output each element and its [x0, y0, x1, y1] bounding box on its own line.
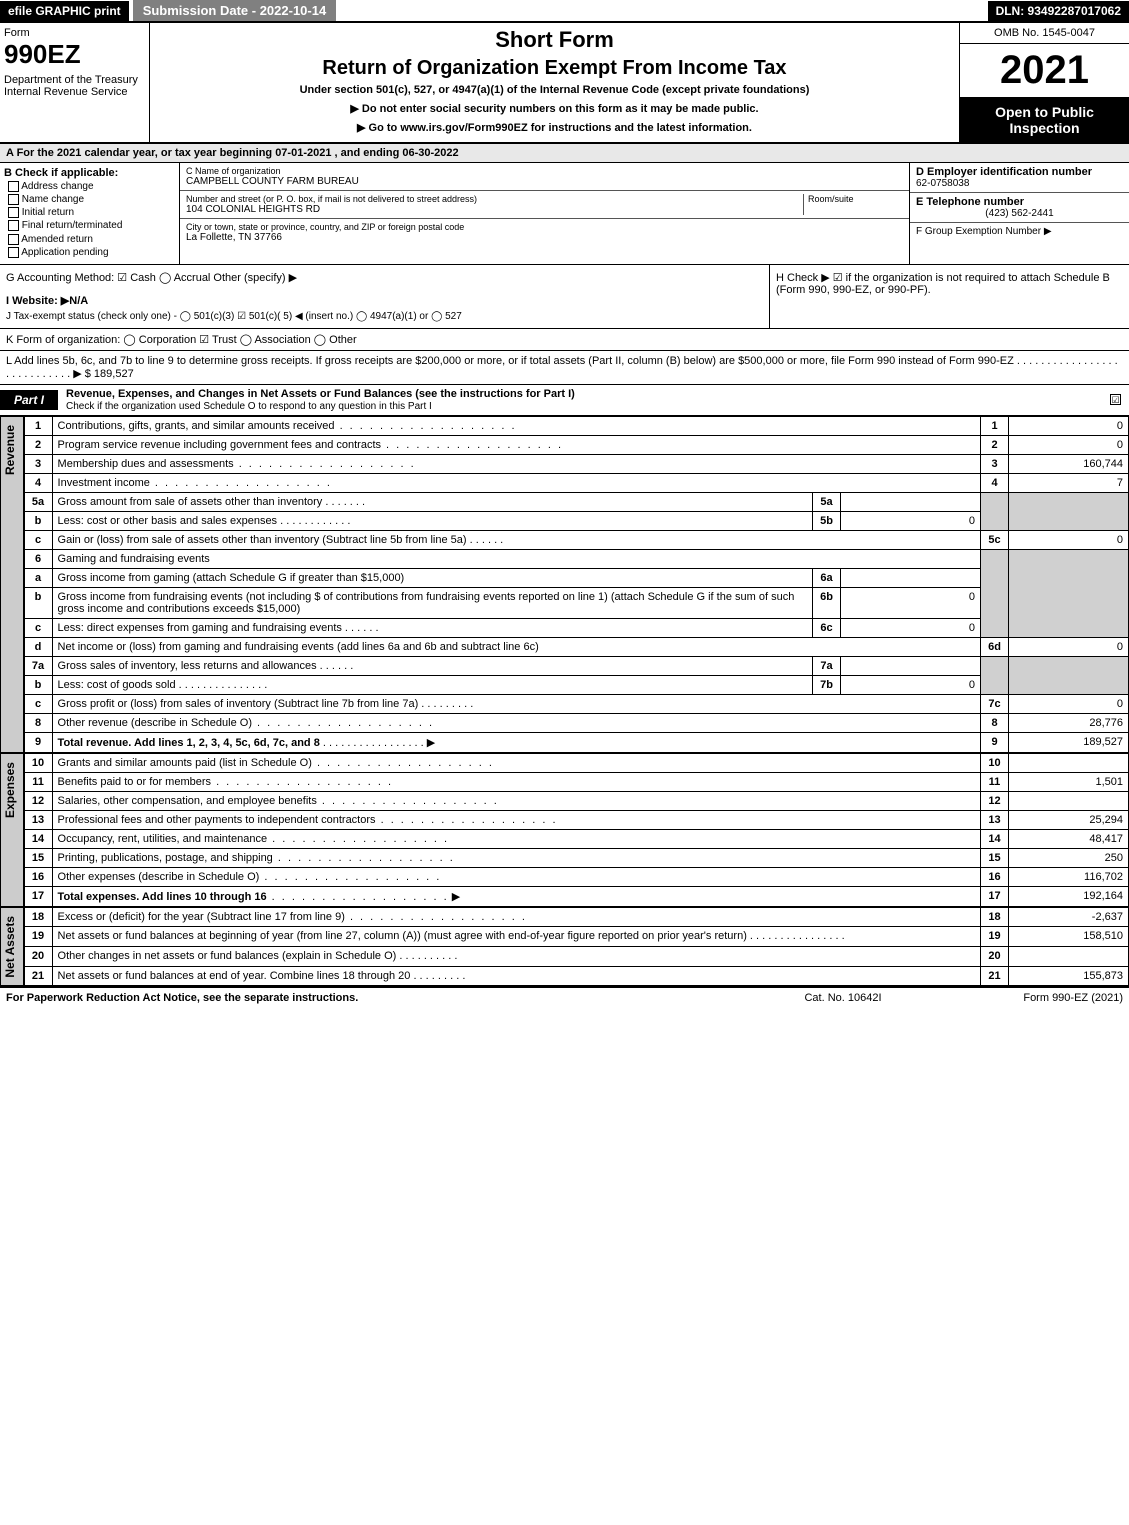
row-18: 18Excess or (deficit) for the year (Subt… — [24, 907, 1128, 927]
col-c-org: C Name of organization CAMPBELL COUNTY F… — [180, 163, 909, 264]
row-2: 2Program service revenue including gover… — [24, 435, 1128, 454]
cb-amended-return[interactable]: Amended return — [8, 234, 175, 245]
dept: Department of the Treasury Internal Reve… — [4, 74, 145, 98]
title-under: Under section 501(c), 527, or 4947(a)(1)… — [158, 84, 951, 96]
gh-row: G Accounting Method: ☑ Cash ◯ Accrual Ot… — [0, 265, 1129, 329]
form-number: 990EZ — [4, 39, 145, 70]
row-16: 16Other expenses (describe in Schedule O… — [24, 867, 1128, 886]
netassets-section: Net Assets 18Excess or (deficit) for the… — [0, 907, 1129, 987]
revenue-section: Revenue 1Contributions, gifts, grants, a… — [0, 416, 1129, 753]
part1-checkbox[interactable]: ☑ — [1102, 391, 1129, 409]
efile-print-button[interactable]: efile GRAPHIC print — [0, 1, 129, 21]
netassets-tab: Net Assets — [0, 907, 24, 987]
line-g: G Accounting Method: ☑ Cash ◯ Accrual Ot… — [6, 271, 763, 284]
col-d-ids: D Employer identification number 62-0758… — [909, 163, 1129, 264]
f-group-exemption: F Group Exemption Number ▶ — [916, 226, 1123, 237]
row-6: 6Gaming and fundraising events — [24, 549, 1128, 568]
goto-link[interactable]: ▶ Go to www.irs.gov/Form990EZ for instru… — [158, 121, 951, 134]
form-header: Form 990EZ Department of the Treasury In… — [0, 23, 1129, 144]
row-9: 9Total revenue. Add lines 1, 2, 3, 4, 5c… — [24, 732, 1128, 752]
row-17: 17Total expenses. Add lines 10 through 1… — [24, 886, 1128, 906]
row-3: 3Membership dues and assessments3160,744 — [24, 454, 1128, 473]
title-short-form: Short Form — [158, 27, 951, 53]
row-1: 1Contributions, gifts, grants, and simil… — [24, 416, 1128, 435]
expenses-tab: Expenses — [0, 753, 24, 907]
cb-final-return[interactable]: Final return/terminated — [8, 220, 175, 231]
e-phone-label: E Telephone number — [916, 196, 1123, 208]
row-19: 19Net assets or fund balances at beginni… — [24, 927, 1128, 947]
part1-sub: Check if the organization used Schedule … — [66, 401, 432, 412]
phone: (423) 562-2441 — [916, 208, 1123, 219]
c-city-label: City or town, state or province, country… — [186, 222, 903, 232]
footer-cat: Cat. No. 10642I — [743, 992, 943, 1004]
d-ein-label: D Employer identification number — [916, 166, 1123, 178]
row-6b: bGross income from fundraising events (n… — [24, 587, 1128, 618]
title-return: Return of Organization Exempt From Incom… — [158, 57, 951, 80]
submission-date: Submission Date - 2022-10-14 — [133, 0, 337, 21]
part1-tab: Part I — [0, 390, 58, 410]
line-k: K Form of organization: ◯ Corporation ☑ … — [0, 329, 1129, 351]
row-6d: dNet income or (loss) from gaming and fu… — [24, 637, 1128, 656]
expenses-section: Expenses 10Grants and similar amounts pa… — [0, 753, 1129, 907]
c-room-label: Room/suite — [808, 194, 903, 204]
cb-application-pending[interactable]: Application pending — [8, 247, 175, 258]
open-to-public: Open to Public Inspection — [960, 98, 1129, 142]
row-13: 13Professional fees and other payments t… — [24, 810, 1128, 829]
b-heading: B Check if applicable: — [4, 167, 118, 179]
part1-title: Revenue, Expenses, and Changes in Net As… — [66, 388, 575, 400]
row-5b: bLess: cost or other basis and sales exp… — [24, 511, 1128, 530]
cb-name-change[interactable]: Name change — [8, 194, 175, 205]
row-15: 15Printing, publications, postage, and s… — [24, 848, 1128, 867]
row-20: 20Other changes in net assets or fund ba… — [24, 947, 1128, 967]
row-5c: cGain or (loss) from sale of assets othe… — [24, 530, 1128, 549]
info-grid: B Check if applicable: Address change Na… — [0, 163, 1129, 265]
top-bar: efile GRAPHIC print Submission Date - 20… — [0, 0, 1129, 23]
row-7c: cGross profit or (loss) from sales of in… — [24, 694, 1128, 713]
cb-address-change[interactable]: Address change — [8, 181, 175, 192]
line-h: H Check ▶ ☑ if the organization is not r… — [769, 265, 1129, 328]
row-7b: bLess: cost of goods sold . . . . . . . … — [24, 675, 1128, 694]
footer: For Paperwork Reduction Act Notice, see … — [0, 986, 1129, 1008]
c-name-label: C Name of organization — [186, 166, 903, 176]
netassets-table: 18Excess or (deficit) for the year (Subt… — [24, 907, 1129, 987]
header-right: OMB No. 1545-0047 2021 Open to Public In… — [959, 23, 1129, 142]
row-6c: cLess: direct expenses from gaming and f… — [24, 618, 1128, 637]
ein: 62-0758038 — [916, 178, 1123, 189]
form-word: Form — [4, 27, 145, 39]
row-10: 10Grants and similar amounts paid (list … — [24, 753, 1128, 772]
row-8: 8Other revenue (describe in Schedule O)8… — [24, 713, 1128, 732]
org-city: La Follette, TN 37766 — [186, 232, 903, 243]
row-12: 12Salaries, other compensation, and empl… — [24, 791, 1128, 810]
row-5a: 5aGross amount from sale of assets other… — [24, 492, 1128, 511]
footer-left: For Paperwork Reduction Act Notice, see … — [6, 992, 743, 1004]
cb-initial-return[interactable]: Initial return — [8, 207, 175, 218]
revenue-tab: Revenue — [0, 416, 24, 753]
header-left: Form 990EZ Department of the Treasury In… — [0, 23, 150, 142]
part1-header: Part I Revenue, Expenses, and Changes in… — [0, 385, 1129, 416]
c-addr-label: Number and street (or P. O. box, if mail… — [186, 194, 803, 204]
omb-number: OMB No. 1545-0047 — [960, 23, 1129, 44]
row-6a: aGross income from gaming (attach Schedu… — [24, 568, 1128, 587]
header-mid: Short Form Return of Organization Exempt… — [150, 23, 959, 142]
revenue-table: 1Contributions, gifts, grants, and simil… — [24, 416, 1129, 753]
org-address: 104 COLONIAL HEIGHTS RD — [186, 204, 803, 215]
row-4: 4Investment income47 — [24, 473, 1128, 492]
warn-ssn: ▶ Do not enter social security numbers o… — [158, 102, 951, 115]
expenses-table: 10Grants and similar amounts paid (list … — [24, 753, 1129, 907]
row-7a: 7aGross sales of inventory, less returns… — [24, 656, 1128, 675]
dln: DLN: 93492287017062 — [988, 1, 1129, 21]
line-j: J Tax-exempt status (check only one) - ◯… — [6, 311, 763, 322]
footer-form: Form 990-EZ (2021) — [943, 992, 1123, 1004]
row-11: 11Benefits paid to or for members111,501 — [24, 772, 1128, 791]
line-l: L Add lines 5b, 6c, and 7b to line 9 to … — [0, 351, 1129, 385]
row-14: 14Occupancy, rent, utilities, and mainte… — [24, 829, 1128, 848]
tax-year: 2021 — [960, 44, 1129, 98]
line-i: I Website: ▶N/A — [6, 294, 763, 307]
line-a: A For the 2021 calendar year, or tax yea… — [0, 144, 1129, 163]
org-name: CAMPBELL COUNTY FARM BUREAU — [186, 176, 903, 187]
col-b-checkboxes: B Check if applicable: Address change Na… — [0, 163, 180, 264]
row-21: 21Net assets or fund balances at end of … — [24, 966, 1128, 986]
